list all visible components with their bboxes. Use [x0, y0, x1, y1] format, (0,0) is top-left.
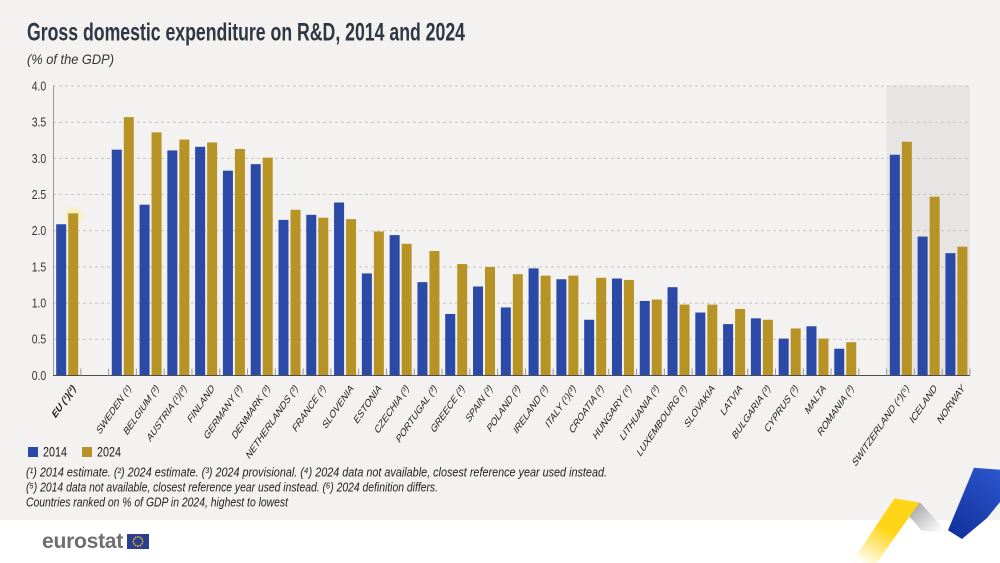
svg-text:2024: 2024 — [97, 445, 121, 460]
svg-text:0.0: 0.0 — [32, 369, 47, 383]
svg-text:2.5: 2.5 — [32, 188, 47, 202]
svg-text:Gross domestic expenditure on: Gross domestic expenditure on R&D, 2014 … — [27, 19, 465, 47]
svg-text:(⁵) 2014 data not available, c: (⁵) 2014 data not available, closest ref… — [26, 481, 438, 495]
svg-text:(% of the GDP): (% of the GDP) — [27, 51, 114, 67]
svg-text:0.5: 0.5 — [32, 333, 47, 347]
svg-text:(¹) 2014 estimate. (²) 2024 es: (¹) 2014 estimate. (²) 2024 estimate. (³… — [26, 466, 607, 480]
svg-text:3.0: 3.0 — [32, 152, 47, 166]
svg-text:4.0: 4.0 — [32, 79, 47, 93]
svg-text:1.5: 1.5 — [32, 260, 47, 274]
svg-text:3.5: 3.5 — [32, 116, 47, 130]
svg-text:1.0: 1.0 — [32, 297, 47, 311]
svg-text:2.0: 2.0 — [32, 224, 47, 238]
svg-text:eurostat: eurostat — [42, 530, 123, 553]
svg-text:2014: 2014 — [43, 445, 67, 460]
svg-text:Countries ranked on % of GDP i: Countries ranked on % of GDP in 2024, hi… — [26, 496, 288, 510]
